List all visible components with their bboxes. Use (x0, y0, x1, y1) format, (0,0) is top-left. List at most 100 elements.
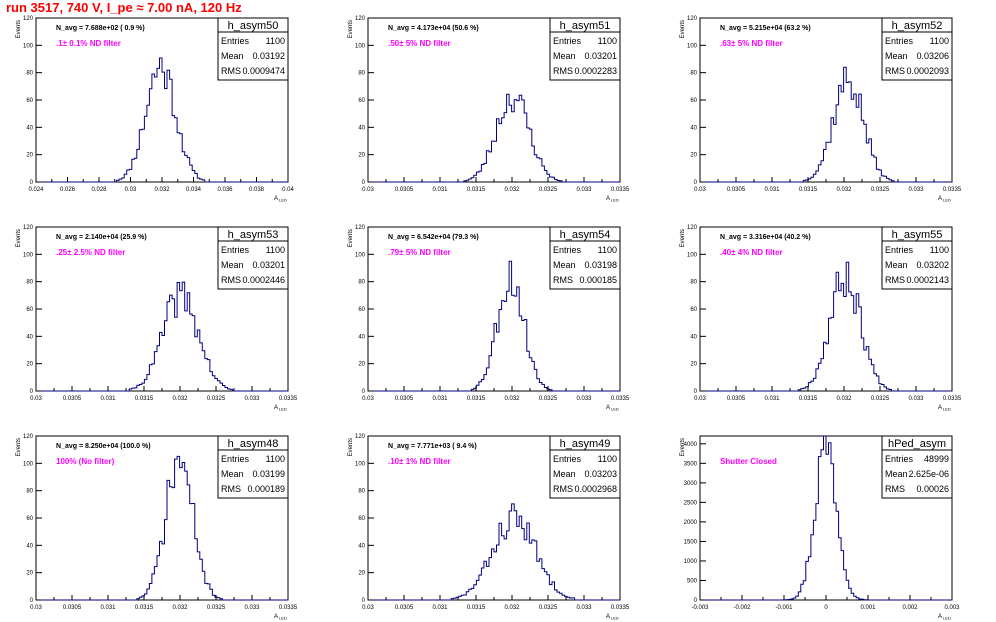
x-tick-label: 0.032 (154, 187, 170, 193)
histogram-panel-h_asym48: 0.03 0.0305 0.031 0.0315 0.032 0.0325 0.033 0.0… (16, 434, 298, 621)
y-tick-label: 20 (690, 362, 697, 368)
y-tick-label: 120 (23, 225, 34, 231)
stats-box (217, 226, 289, 290)
y-tick-label: 0 (362, 389, 366, 395)
stats-box (217, 435, 289, 499)
filter-label: 100% (No filter) (56, 457, 115, 466)
stats-label: Mean (221, 260, 244, 270)
stats-value: 0.03198 (584, 260, 617, 270)
histogram-bars (700, 435, 952, 601)
histogram-panel-hPed_asym: -0.003 -0.002 -0.001 0 0.001 0.002 0.003 0 500 10… (680, 435, 960, 621)
y-tick-label: 80 (26, 489, 33, 495)
x-tick-label: -0.002 (733, 605, 751, 611)
stats-label: Mean (553, 260, 576, 270)
x-axis-label: ALED (606, 196, 619, 203)
y-tick-label: 40 (358, 334, 365, 340)
stats-value: 0.03201 (252, 260, 285, 270)
x-tick-label: 0.032 (504, 605, 520, 611)
filter-label: .25± 2.5% ND filter (56, 248, 125, 257)
x-tick-label: 0.031 (432, 396, 448, 402)
histogram-bars (700, 261, 952, 392)
x-tick-label: 0.0315 (135, 396, 154, 402)
x-tick-label: -0.003 (691, 605, 709, 611)
y-tick-label: 120 (355, 16, 366, 22)
stats-label: Entries (885, 36, 914, 46)
stats-label: Entries (885, 454, 914, 464)
nevent-label: N_avg = 4.173e+04 (50.6 %) (388, 25, 479, 32)
y-tick-label: 20 (26, 571, 33, 577)
x-tick-label: 0.0325 (207, 396, 226, 402)
y-axis-label: Events (16, 20, 22, 38)
y-tick-label: 20 (690, 153, 697, 159)
stats-label: Mean (885, 260, 908, 270)
x-axis-label: ALED (938, 196, 951, 203)
x-axis-label: ALED (606, 405, 619, 412)
x-tick-label: 0.04 (282, 187, 294, 193)
stats-label: RMS (553, 275, 573, 285)
y-axis-label: Events (16, 229, 22, 247)
x-tick-label: 0.033 (576, 605, 592, 611)
y-tick-label: 80 (26, 280, 33, 286)
y-tick-label: 0 (362, 598, 366, 604)
x-tick-label: 0.03 (362, 605, 374, 611)
histogram-name: hPed_asym (888, 438, 946, 450)
y-tick-label: 40 (358, 543, 365, 549)
filter-label: .40± 4% ND filter (720, 248, 783, 257)
nevent-label: N_avg = 6.542e+04 (79.3 %) (388, 234, 479, 241)
x-tick-label: 0 (824, 605, 828, 611)
x-tick-label: 0.0305 (395, 187, 414, 193)
y-tick-label: 100 (355, 461, 366, 467)
stats-value: 1100 (930, 245, 949, 255)
stats-box (549, 435, 621, 499)
y-tick-label: 20 (358, 153, 365, 159)
y-tick-label: 80 (358, 71, 365, 77)
y-tick-label: 40 (26, 543, 33, 549)
histogram-bars (36, 57, 288, 183)
y-tick-label: 80 (26, 71, 33, 77)
y-tick-label: 0 (694, 180, 698, 186)
stats-value: 0.00026 (916, 484, 949, 494)
x-tick-label: 0.0335 (611, 187, 630, 193)
stats-value: 0.03203 (584, 469, 617, 479)
x-tick-label: 0.031 (100, 605, 116, 611)
y-tick-label: 20 (26, 153, 33, 159)
y-tick-label: 60 (26, 516, 33, 522)
stats-value: 0.000189 (247, 484, 285, 494)
y-axis-label: Events (348, 20, 354, 38)
y-tick-label: 100 (23, 252, 34, 258)
x-tick-label: 0.0315 (135, 605, 154, 611)
stats-label: Mean (885, 469, 908, 479)
x-tick-label: 0.031 (764, 187, 780, 193)
stats-label: RMS (553, 484, 573, 494)
stats-value: 0.000185 (579, 275, 617, 285)
x-tick-label: 0.024 (28, 187, 44, 193)
stats-value: 1100 (266, 245, 285, 255)
x-tick-label: 0.0315 (467, 187, 486, 193)
x-tick-label: 0.033 (576, 396, 592, 402)
stats-label: Entries (553, 454, 582, 464)
y-tick-label: 20 (26, 362, 33, 368)
histogram-bars (368, 93, 620, 183)
histogram-panel-h_asym54: 0.03 0.0305 0.031 0.0315 0.032 0.0325 0.033 0.0… (348, 225, 630, 412)
y-tick-label: 0 (694, 598, 698, 604)
x-tick-label: 0.0335 (943, 396, 962, 402)
y-tick-label: 60 (690, 98, 697, 104)
y-axis-label: Events (680, 229, 686, 247)
stats-label: RMS (885, 66, 905, 76)
y-tick-label: 120 (355, 434, 366, 440)
x-tick-label: 0.0335 (611, 605, 630, 611)
y-tick-label: 80 (690, 71, 697, 77)
stats-value: 0.0009474 (242, 66, 285, 76)
x-tick-label: 0.03 (30, 396, 42, 402)
stats-label: Mean (553, 51, 576, 61)
x-tick-label: 0.0305 (63, 396, 82, 402)
histogram-bars (700, 66, 952, 183)
x-tick-label: 0.0305 (727, 396, 746, 402)
histogram-panel-h_asym52: 0.03 0.0305 0.031 0.0315 0.032 0.0325 0.033 0.0… (680, 16, 962, 203)
y-axis-label: Events (348, 229, 354, 247)
y-tick-label: 40 (26, 334, 33, 340)
stats-value: 1100 (598, 454, 617, 464)
stats-value: 1100 (598, 36, 617, 46)
stats-value: 0.0002446 (242, 275, 285, 285)
